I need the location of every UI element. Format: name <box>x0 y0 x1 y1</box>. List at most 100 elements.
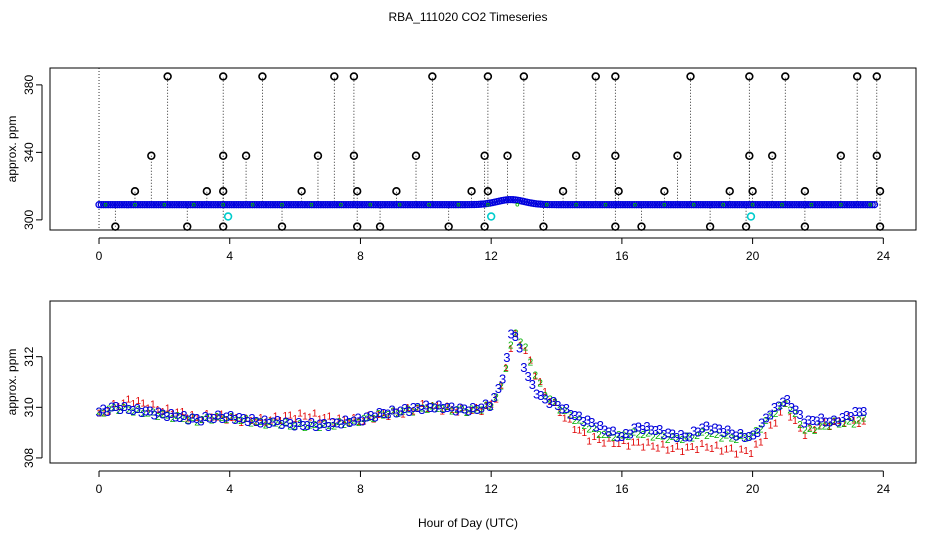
blue-circle-marker <box>234 201 243 209</box>
blue-circle-marker <box>772 201 780 209</box>
blue-circle-marker <box>269 201 277 209</box>
blue-circle-marker <box>813 201 821 209</box>
series-1-marker: 1 <box>616 439 622 450</box>
blue-circle-marker <box>109 201 117 209</box>
series-1-marker: 1 <box>591 432 597 443</box>
blue-circle-marker <box>550 201 558 209</box>
black-circle-bottom-marker <box>111 222 120 231</box>
blue-circle-marker <box>843 201 851 209</box>
series-2-marker: 2 <box>523 343 529 354</box>
series-2-marker: 2 <box>684 432 690 443</box>
black-circle-high-marker <box>781 72 790 81</box>
series-1-marker: 1 <box>126 394 132 405</box>
series-1-marker: 1 <box>317 414 323 425</box>
series-1-marker: 1 <box>699 439 705 450</box>
series-3-marker: 3 <box>478 401 485 416</box>
series-1-marker: 1 <box>283 411 289 422</box>
series-1-marker: 1 <box>449 405 455 416</box>
series-1-marker: 1 <box>748 449 754 460</box>
green-baseline-marker <box>839 202 843 207</box>
series-3-marker: 3 <box>809 413 816 428</box>
blue-circle-marker <box>607 201 616 209</box>
blue-circle-marker <box>850 201 858 209</box>
series-1-marker: 1 <box>273 411 279 422</box>
series-3-marker: 3 <box>575 408 582 423</box>
black-circle-high-marker <box>330 72 339 81</box>
blue-circle-marker <box>399 201 407 209</box>
series-2-marker: 2 <box>209 416 215 427</box>
blue-circle-marker <box>600 201 609 209</box>
blue-circle-marker <box>200 201 208 209</box>
series-3-marker: 3 <box>338 416 345 431</box>
series-2-marker: 2 <box>856 415 862 426</box>
blue-circle-marker <box>404 201 412 209</box>
series-3-marker: 3 <box>754 425 761 440</box>
blue-circle-marker <box>262 201 270 209</box>
series-3-marker: 3 <box>367 408 374 423</box>
series-1-marker: 1 <box>336 413 342 424</box>
series-1-marker: 1 <box>204 409 210 420</box>
series-3-marker: 3 <box>393 405 400 420</box>
blue-circle-marker <box>786 201 794 209</box>
series-2-marker: 2 <box>719 433 725 444</box>
blue-circle-marker <box>667 201 675 209</box>
series-3-marker: 3 <box>843 408 850 423</box>
blue-circle-marker <box>562 201 570 209</box>
blue-circle-marker <box>619 201 627 209</box>
blue-circle-marker <box>440 201 449 209</box>
blue-circle-marker <box>713 201 721 209</box>
series-2-marker: 2 <box>542 391 548 402</box>
series-2-marker: 2 <box>670 432 676 443</box>
series-3-marker: 3 <box>639 422 646 437</box>
series-1-marker: 1 <box>670 444 676 455</box>
series-3-marker: 3 <box>231 412 238 427</box>
series-1-marker: 1 <box>258 413 264 424</box>
series-3-marker: 3 <box>805 412 812 427</box>
series-3-marker: 3 <box>728 426 735 441</box>
black-circle-low-marker <box>660 186 669 196</box>
series-3-marker: 3 <box>537 388 544 403</box>
blue-circle-marker <box>223 201 231 209</box>
series-3-marker: 3 <box>219 411 226 426</box>
blue-circle-marker <box>205 201 213 209</box>
series-3-marker: 3 <box>444 400 451 415</box>
blue-circle-marker <box>138 201 147 209</box>
series-2-marker: 2 <box>351 415 357 426</box>
series-3-marker: 3 <box>563 401 570 416</box>
blue-circle-marker <box>729 201 737 209</box>
series-2-marker: 2 <box>459 405 465 416</box>
series-2-marker: 2 <box>121 403 127 414</box>
series-3-marker: 3 <box>452 403 459 418</box>
top-x-axis: 0 4 8 12 16 20 24 <box>96 237 890 263</box>
black-circle-mid-marker <box>571 151 581 160</box>
cyan-circle-marker <box>746 212 756 221</box>
blue-circle-marker <box>616 201 625 209</box>
series-1-marker: 1 <box>503 363 509 374</box>
black-circle-low-marker <box>725 186 734 196</box>
blue-circle-marker <box>330 201 339 209</box>
series-2-marker: 2 <box>150 407 156 418</box>
series-1-marker: 1 <box>145 404 151 415</box>
black-circle-mid-marker <box>411 151 421 160</box>
blue-circle-marker <box>314 201 323 209</box>
series-2-marker: 2 <box>155 412 161 423</box>
blue-circle-marker <box>280 201 288 209</box>
blue-circle-marker <box>703 201 712 209</box>
series-2-marker: 2 <box>518 338 524 349</box>
black-circle-low-marker <box>352 186 362 196</box>
series-3-marker: 3 <box>818 410 825 425</box>
black-circle-bottom-marker <box>741 222 751 231</box>
blue-circle-marker <box>369 201 378 209</box>
blue-circle-marker <box>346 201 355 209</box>
series-3-marker: 3 <box>359 413 366 428</box>
series-1-marker: 1 <box>415 404 421 415</box>
series-2-marker: 2 <box>184 416 190 427</box>
series-2-marker: 2 <box>439 404 445 415</box>
blue-circle-marker <box>552 201 561 209</box>
series-1-marker: 1 <box>640 442 646 453</box>
series-2-marker: 2 <box>557 405 563 416</box>
blue-circle-marker <box>575 201 584 209</box>
series-1-marker: 1 <box>626 442 632 453</box>
blue-circle-marker <box>724 201 732 209</box>
series-3-marker: 3 <box>711 420 718 435</box>
